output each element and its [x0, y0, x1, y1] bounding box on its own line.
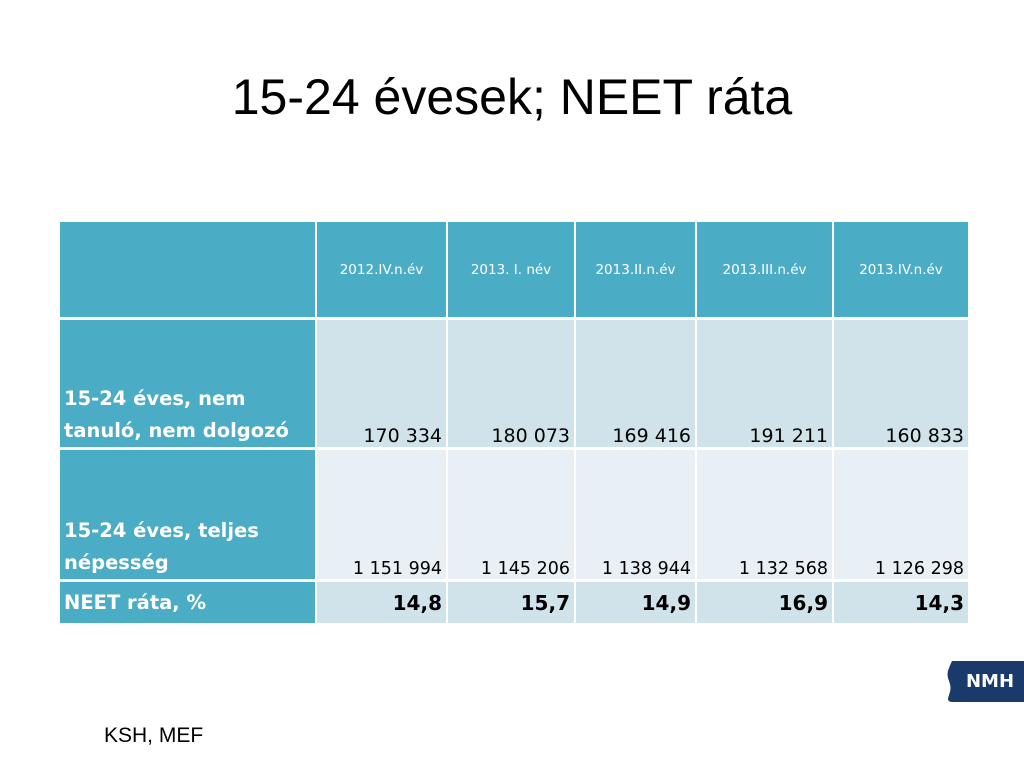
source-note: KSH, MEF	[104, 724, 204, 747]
table-cell: 1 126 298	[834, 450, 970, 582]
table-row: 15-24 éves, teljes népesség 1 151 994 1 …	[60, 450, 970, 582]
row-label: 15-24 éves, teljes népesség	[60, 450, 317, 582]
nmh-logo: NMH	[946, 661, 1024, 702]
column-header: 2012.IV.n.év	[317, 222, 448, 320]
table-cell: 15,7	[448, 582, 576, 626]
table-cell: 14,3	[834, 582, 970, 626]
table-cell: 1 138 944	[576, 450, 697, 582]
table-cell: 191 211	[697, 320, 834, 450]
column-header: 2013. I. név	[448, 222, 576, 320]
row-label: NEET ráta, %	[60, 582, 317, 626]
table-row: 15-24 éves, nem tanuló, nem dolgozó 170 …	[60, 320, 970, 450]
table-header-row: 2012.IV.n.év 2013. I. név 2013.II.n.év 2…	[60, 222, 970, 320]
slide-title: 15-24 évesek; NEET ráta	[231, 69, 793, 125]
table-cell: 170 334	[317, 320, 448, 450]
column-header: 2013.II.n.év	[576, 222, 697, 320]
table-cell: 1 145 206	[448, 450, 576, 582]
table-row: NEET ráta, % 14,8 15,7 14,9 16,9 14,3	[60, 582, 970, 626]
table-cell: 1 151 994	[317, 450, 448, 582]
table-header-corner	[60, 222, 317, 320]
table-cell: 14,8	[317, 582, 448, 626]
table-cell: 16,9	[697, 582, 834, 626]
table-cell: 169 416	[576, 320, 697, 450]
logo-text: NMH	[965, 671, 1015, 692]
neet-table: 2012.IV.n.év 2013. I. név 2013.II.n.év 2…	[60, 222, 970, 626]
column-header: 2013.III.n.év	[697, 222, 834, 320]
table-cell: 180 073	[448, 320, 576, 450]
table-cell: 1 132 568	[697, 450, 834, 582]
row-label: 15-24 éves, nem tanuló, nem dolgozó	[60, 320, 317, 450]
table-cell: 14,9	[576, 582, 697, 626]
column-header: 2013.IV.n.év	[834, 222, 970, 320]
table-cell: 160 833	[834, 320, 970, 450]
logo-badge-shape	[947, 661, 1024, 702]
